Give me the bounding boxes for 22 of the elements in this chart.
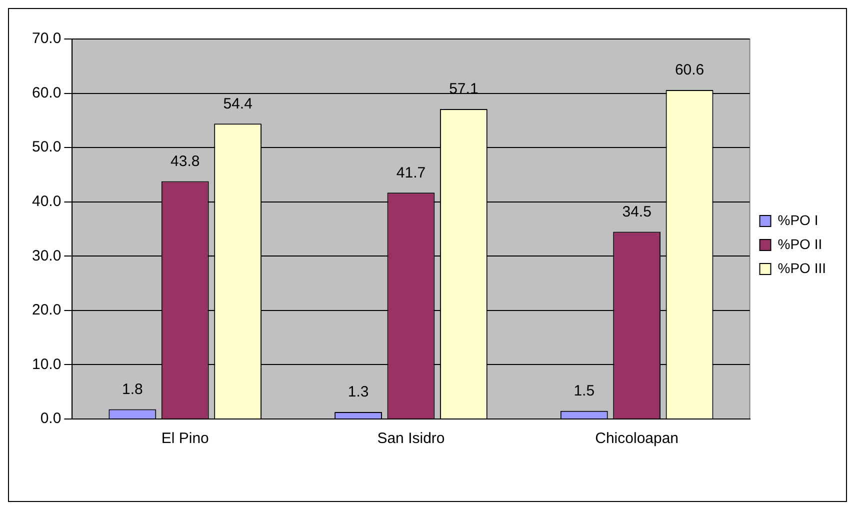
- y-tick-label: 10.0: [32, 356, 62, 373]
- y-tick-label: 60.0: [32, 84, 62, 102]
- y-tick-label: 0.0: [40, 410, 62, 428]
- data-label: 54.4: [223, 95, 252, 112]
- y-tick-label: 40.0: [32, 193, 62, 210]
- x-tick-label: San Isidro: [377, 430, 445, 448]
- y-tick-label: 30.0: [32, 247, 62, 264]
- data-label: 1.5: [574, 382, 595, 400]
- data-label: 60.6: [674, 62, 704, 79]
- data-label: 1.8: [122, 380, 143, 398]
- y-tick-label: 70.0: [32, 30, 62, 48]
- y-tick-label: 50.0: [32, 138, 62, 156]
- data-label: 1.3: [348, 384, 369, 401]
- data-label: 43.8: [170, 152, 200, 170]
- x-tick-label: Chicoloapan: [595, 430, 679, 448]
- y-tick-label: 20.0: [32, 302, 62, 319]
- legend-label: %PO II: [778, 236, 822, 252]
- x-tick-label: El Pino: [161, 430, 209, 448]
- legend-label: %PO I: [778, 212, 818, 228]
- legend-label: %PO III: [778, 260, 826, 276]
- data-label: 41.7: [396, 164, 426, 182]
- data-label: 34.5: [622, 203, 652, 220]
